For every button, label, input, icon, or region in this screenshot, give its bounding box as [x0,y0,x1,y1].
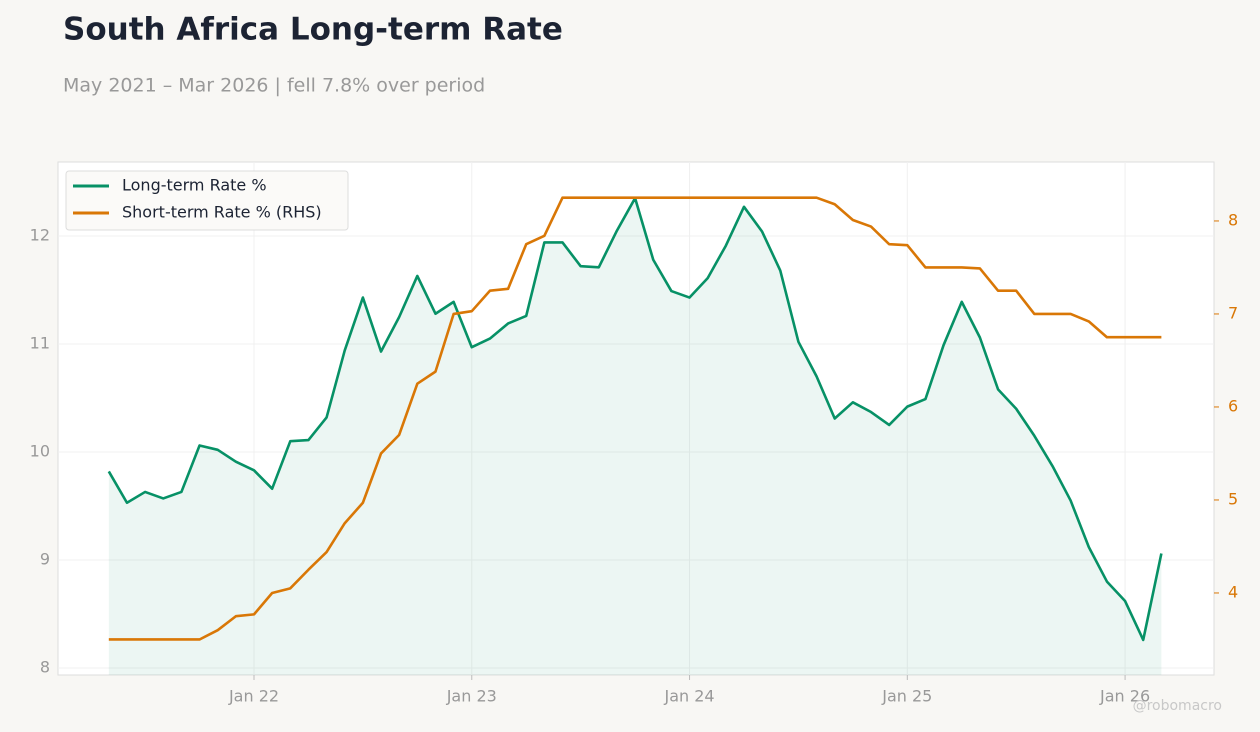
y2-tick-label: 4 [1228,582,1238,601]
y-tick-label: 10 [30,441,50,460]
y2-tick-label: 5 [1228,489,1238,508]
legend-label: Long-term Rate % [122,176,267,195]
x-tick-label: Jan 26 [1099,687,1150,706]
chart-title: South Africa Long-term Rate [63,12,563,48]
y2-tick-label: 6 [1228,396,1238,415]
x-tick-label: Jan 23 [446,687,497,706]
x-tick-label: Jan 24 [663,687,714,706]
watermark: @robomacro [1133,698,1222,714]
y-tick-label: 9 [40,549,50,568]
y-tick-label: 8 [40,657,50,676]
line [108,196,1162,641]
y-tick-label: 12 [30,225,50,244]
area [108,198,1162,675]
y2-tick-label: 7 [1228,303,1238,322]
chart-subtitle: May 2021 – Mar 2026 | fell 7.8% over per… [63,75,485,97]
x-tick-label: Jan 22 [228,687,279,706]
y-tick-label: 11 [30,333,50,352]
legend-box [65,170,349,231]
x-tick-label: Jan 25 [881,687,932,706]
y2-tick-label: 8 [1228,210,1238,229]
legend-label: Short-term Rate % (RHS) [122,203,322,222]
